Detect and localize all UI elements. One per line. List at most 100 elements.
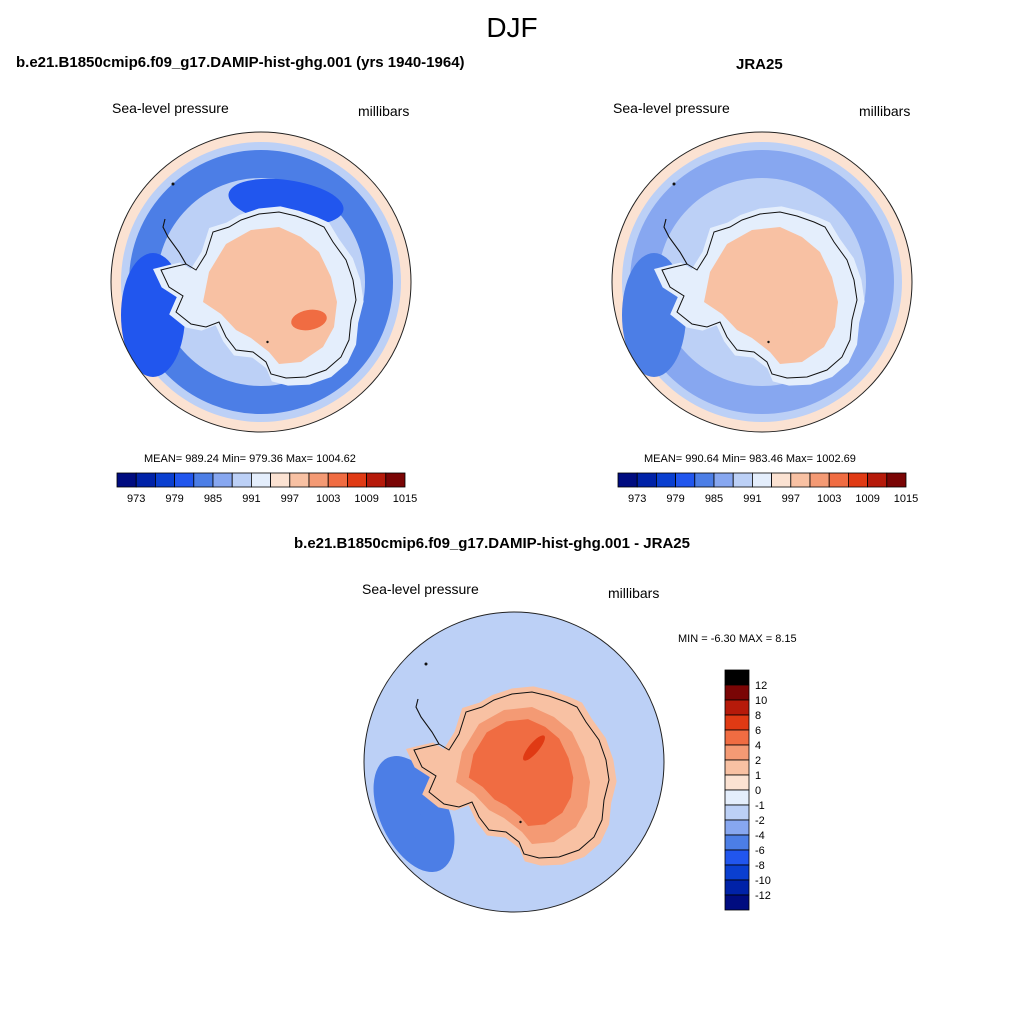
panel2-title: JRA25 — [736, 56, 783, 73]
panel1-title: b.e21.B1850cmip6.f09_g17.DAMIP-hist-ghg.… — [16, 54, 465, 71]
map-0-field — [111, 132, 411, 432]
map-0-island — [171, 182, 175, 186]
colorbar-1-tick-label: 997 — [782, 493, 800, 505]
colorbar-2-box — [724, 714, 750, 731]
colorbar-2-tick-label: -1 — [755, 800, 765, 812]
map-2-islet — [519, 820, 522, 824]
colorbar-2-tick-label: -2 — [755, 815, 765, 827]
colorbar-2-box — [724, 729, 750, 746]
colorbar-1-box — [752, 472, 773, 488]
panel2-units-label: millibars — [859, 103, 911, 119]
panel1-variable-label: Sea-level pressure — [112, 100, 229, 116]
colorbar-0-tick-label: 985 — [204, 493, 222, 505]
map-2 — [363, 611, 665, 913]
colorbar-2-box — [724, 684, 750, 701]
map-2-peninsula — [415, 698, 440, 745]
map-2-field — [364, 612, 664, 912]
colorbar-1-box — [617, 472, 638, 488]
colorbar-2-box — [724, 864, 750, 881]
colorbar-1-box — [675, 472, 696, 488]
colorbar-2-tick-label: -10 — [755, 875, 771, 887]
colorbar-0-tick-label: 1015 — [393, 493, 417, 505]
panel3-variable-label: Sea-level pressure — [362, 581, 479, 597]
colorbar-1-box — [886, 472, 907, 488]
colorbar-2-tick-label: 0 — [755, 785, 761, 797]
colorbar-0: 973 979 985 991 997 1003 1009 1015 — [116, 472, 417, 505]
colorbar-0-box — [308, 472, 329, 488]
colorbar-1: 973 979 985 991 997 1003 1009 1015 — [617, 472, 918, 505]
colorbar-1-box — [656, 472, 677, 488]
colorbar-1-box — [848, 472, 869, 488]
colorbar-0-box — [193, 472, 214, 488]
panel1-units-label: millibars — [358, 103, 410, 119]
colorbar-0-box — [154, 472, 175, 488]
panel1-stats: MEAN= 989.24 Min= 979.36 Max= 1004.62 — [144, 453, 356, 465]
colorbar-2-box — [724, 894, 750, 911]
colorbar-2-tick-label: 8 — [755, 710, 761, 722]
panel3-units-label: millibars — [608, 585, 660, 601]
colorbar-1-box — [809, 472, 830, 488]
colorbar-0-box — [250, 472, 271, 488]
figure-title: DJF — [486, 12, 538, 43]
colorbar-1-tick-label: 979 — [666, 493, 684, 505]
panel2-variable-label: Sea-level pressure — [613, 100, 730, 116]
map-1-border — [611, 131, 913, 433]
map-2-region-pacific-core — [393, 798, 435, 846]
colorbar-2-tick-label: -8 — [755, 860, 765, 872]
colorbar-0-box — [366, 472, 387, 488]
map-0 — [110, 131, 412, 433]
colorbar-0-box — [212, 472, 233, 488]
colorbar-2-box — [724, 879, 750, 896]
colorbar-1-tick-label: 973 — [628, 493, 646, 505]
map-2-region-plateau-core — [523, 735, 545, 761]
colorbar-0-tick-label: 1003 — [316, 493, 340, 505]
map-0-coastline — [160, 211, 357, 379]
colorbar-1-box — [790, 472, 811, 488]
colorbar-2-box — [724, 804, 750, 821]
colorbar-1-tick-label: 991 — [743, 493, 761, 505]
colorbar-2-box — [724, 819, 750, 836]
map-2-coastline — [413, 691, 610, 859]
colorbar-2-box — [724, 744, 750, 761]
colorbar-2-tick-label: 12 — [755, 680, 767, 692]
colorbar-1-tick-label: 1009 — [855, 493, 879, 505]
colorbar-0-box — [174, 472, 195, 488]
colorbar-1-box — [732, 472, 753, 488]
colorbar-2-tick-label: 1 — [755, 770, 761, 782]
map-2-region-plateau-positive — [468, 719, 574, 826]
colorbar-0-tick-label: 973 — [127, 493, 145, 505]
colorbar-1-box — [771, 472, 792, 488]
colorbar-1-box — [636, 472, 657, 488]
map-0-border — [110, 131, 412, 433]
map-2-island — [424, 662, 428, 666]
colorbar-2-box — [724, 669, 750, 686]
colorbar-2-box — [724, 789, 750, 806]
map-0-peninsula — [162, 218, 187, 265]
colorbar-1-tick-label: 1015 — [894, 493, 918, 505]
colorbar-0-box — [231, 472, 252, 488]
map-1-region-plateau-high — [792, 309, 828, 331]
colorbar-2-tick-label: -6 — [755, 845, 765, 857]
map-1 — [611, 131, 913, 433]
map-1-peninsula — [663, 218, 688, 265]
map-0-region-plateau-high — [291, 309, 327, 331]
colorbar-1-tick-label: 1003 — [817, 493, 841, 505]
colorbar-0-box — [385, 472, 406, 488]
colorbar-2-tick-label: -4 — [755, 830, 765, 842]
map-2-border — [363, 611, 665, 913]
colorbar-0-tick-label: 991 — [242, 493, 260, 505]
colorbar-0-box — [270, 472, 291, 488]
colorbar-2-tick-label: -12 — [755, 890, 771, 902]
map-1-island — [672, 182, 676, 186]
panel3-stats: MIN = -6.30 MAX = 8.15 — [678, 633, 797, 645]
colorbar-1-box — [867, 472, 888, 488]
colorbar-2-tick-label: 6 — [755, 725, 761, 737]
colorbar-1-box — [694, 472, 715, 488]
colorbar-0-tick-label: 1009 — [354, 493, 378, 505]
colorbar-0-box — [346, 472, 367, 488]
colorbar-0-tick-label: 997 — [281, 493, 299, 505]
map-1-coastline — [661, 211, 858, 379]
colorbar-1-box — [828, 472, 849, 488]
